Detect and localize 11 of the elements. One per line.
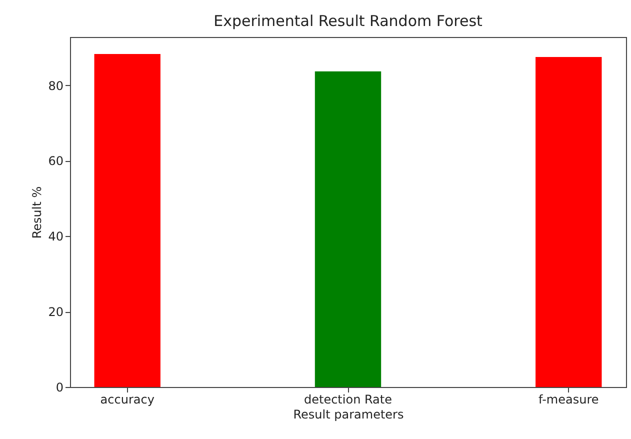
y-tick-label: 0 [56, 380, 64, 394]
y-tick-label: 20 [48, 305, 64, 320]
y-tick-label: 60 [48, 154, 64, 168]
x-tick-label: detection Rate [304, 392, 392, 406]
y-tick-label: 40 [48, 230, 64, 244]
x-tick-label: f-measure [538, 392, 599, 406]
y-axis-title: Result % [30, 186, 44, 239]
x-axis-title: Result parameters [293, 408, 404, 422]
y-tick-label: 80 [48, 78, 64, 93]
chart-title: Experimental Result Random Forest [214, 12, 483, 30]
x-tick-label: accuracy [100, 392, 154, 406]
